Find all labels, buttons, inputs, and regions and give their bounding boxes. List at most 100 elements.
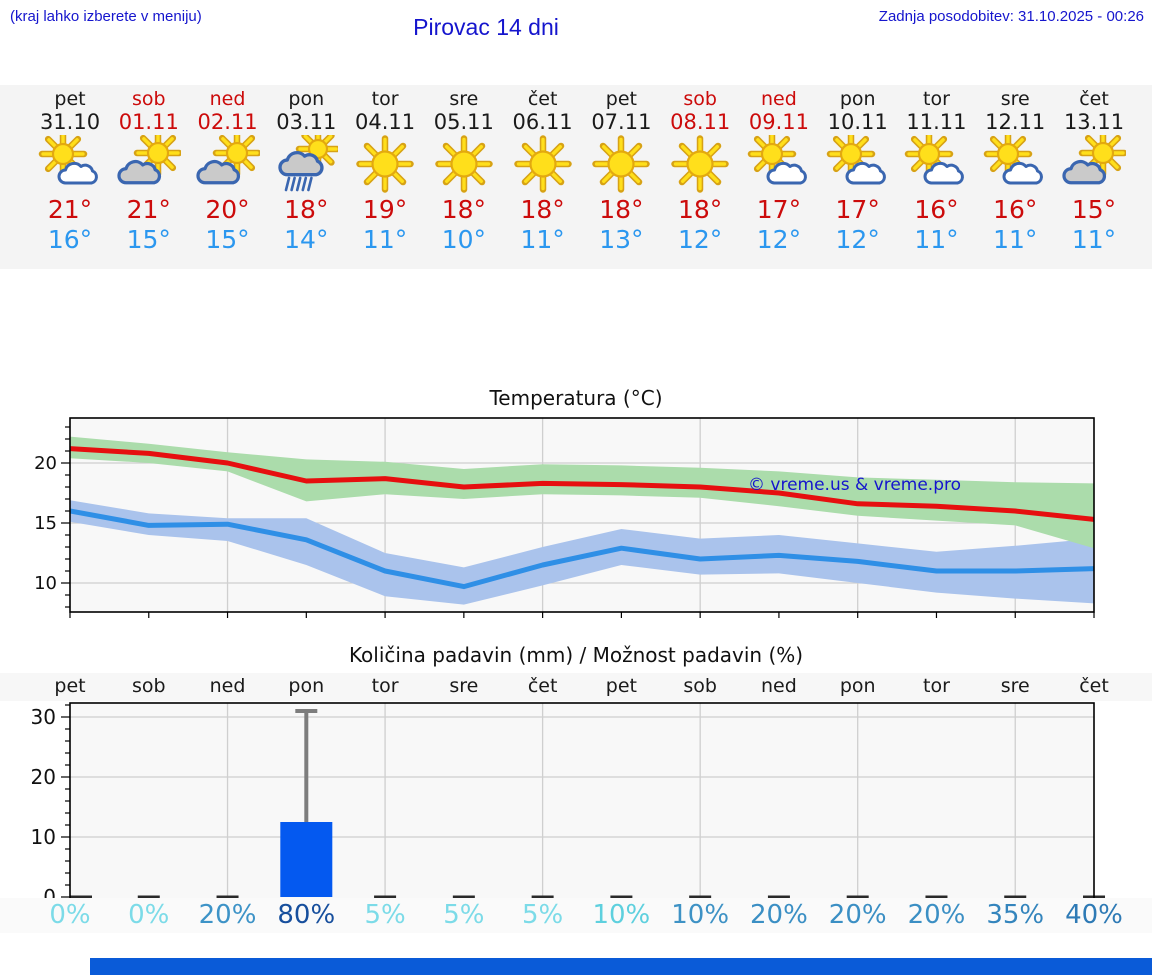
svg-text:20: 20 <box>34 453 57 474</box>
high-temperature: 20° <box>205 195 250 224</box>
high-temperature: 18° <box>678 195 723 224</box>
low-temperature: 11° <box>1071 225 1117 254</box>
day-date: 04.11 <box>355 110 416 134</box>
day-strip: pet 31.10 21° 16° sob 01.11 21° 15° ned 02.11 2… <box>0 85 1152 269</box>
day-date: 08.11 <box>670 110 731 134</box>
low-temperature: 11° <box>993 225 1038 254</box>
day-date: 03.11 <box>276 110 337 134</box>
high-temperature: 18° <box>441 195 486 224</box>
weather-icon <box>668 135 732 193</box>
day-column: čet 13.11 15° 11° <box>1052 85 1136 269</box>
high-temperature: 21° <box>47 195 93 224</box>
precip-probability: 5% <box>443 900 485 930</box>
low-temperature: 16° <box>47 225 93 254</box>
precip-probability: 20% <box>198 900 257 930</box>
precip-day-label: pon <box>288 675 325 697</box>
sun-cloud-rain-icon <box>278 135 339 192</box>
precip-day-label: sre <box>1000 675 1030 697</box>
day-column: ned 09.11 17° 12° <box>737 85 821 269</box>
low-temperature: 12° <box>678 225 723 254</box>
low-temperature: 12° <box>756 225 802 254</box>
precipitation-chart: 0 10 20 30 <box>0 698 1152 913</box>
day-name: sre <box>449 88 479 110</box>
precip-probability: 0% <box>128 900 170 930</box>
precip-probability: 5% <box>521 900 564 930</box>
weather-icon <box>117 135 181 193</box>
precip-day-label: pet <box>54 675 86 697</box>
weather-icon <box>1062 135 1126 193</box>
sun-cloud-white-icon <box>38 135 98 185</box>
weather-icon <box>274 135 339 193</box>
day-name: čet <box>527 88 558 110</box>
day-date: 31.10 <box>39 110 101 134</box>
temperature-chart-svg: 10 15 20 © vreme.us & vreme.pro <box>34 417 1095 618</box>
precip-probability: 20% <box>828 900 887 930</box>
precip-probability: 20% <box>907 900 966 930</box>
precip-day-label: ned <box>209 675 246 697</box>
sun-cloud-white-icon <box>905 135 965 185</box>
svg-text:10: 10 <box>31 825 56 849</box>
precip-probability: 10% <box>671 900 730 930</box>
sun-cloud-white-icon <box>747 135 807 185</box>
high-temperature: 17° <box>835 195 880 224</box>
precip-day-label: sre <box>449 675 479 697</box>
weather-icon <box>195 135 260 193</box>
high-temperature: 17° <box>756 195 802 224</box>
precip-probability: 0% <box>49 900 91 930</box>
high-temperature: 16° <box>914 195 959 224</box>
high-temperature: 18° <box>284 195 329 224</box>
day-date: 05.11 <box>433 110 494 134</box>
low-temperature: 11° <box>914 225 959 254</box>
weather-icon <box>983 135 1047 193</box>
precipitation-day-labels: pet sob ned pon tor sre čet pet sob ned pon tor sre č… <box>0 673 1152 701</box>
day-date: 01.11 <box>118 110 179 134</box>
precip-day-label: sob <box>131 675 166 697</box>
low-temperature: 11° <box>520 225 565 254</box>
weather-icon <box>38 135 102 193</box>
precipitation-probability-row: 0% 0% 20% 80% 5% 5% 5% 10% 10% 20% 20% 20% 35% 40% <box>0 898 1152 933</box>
precipitation-chart-title: Količina padavin (mm) / Možnost padavin … <box>348 643 804 667</box>
day-date: 09.11 <box>748 110 809 134</box>
day-name: tor <box>923 88 950 110</box>
day-date: 13.11 <box>1063 110 1125 134</box>
last-update: Zadnja posodobitev: 31.10.2025 - 00:26 <box>878 8 1144 25</box>
svg-text:10: 10 <box>34 573 57 594</box>
sun-icon <box>592 135 651 193</box>
sun-icon <box>513 135 572 193</box>
low-temperature: 14° <box>284 225 329 254</box>
day-column: tor 04.11 19° 11° <box>343 85 427 269</box>
day-date: 07.11 <box>591 110 652 134</box>
day-date: 02.11 <box>197 110 258 134</box>
weather-icon <box>432 135 496 193</box>
day-column: tor 11.11 16° 11° <box>894 85 978 269</box>
temperature-chart-title: Temperatura (°C) <box>489 386 663 410</box>
day-column: pet 31.10 21° 16° <box>28 85 112 269</box>
low-temperature: 11° <box>362 225 408 254</box>
day-column: sre 12.11 16° 11° <box>973 85 1057 269</box>
high-temperature: 19° <box>362 195 408 224</box>
day-name: ned <box>761 88 797 110</box>
sun-cloud-white-icon <box>983 135 1044 185</box>
svg-text:30: 30 <box>31 705 56 729</box>
day-name: pon <box>288 88 325 110</box>
high-temperature: 18° <box>520 195 565 224</box>
precip-probability: 10% <box>592 900 651 930</box>
precip-probability: 40% <box>1065 900 1123 930</box>
precip-probability: 35% <box>986 900 1045 930</box>
svg-text:20: 20 <box>31 765 56 789</box>
menu-hint: (kraj lahko izberete v meniju) <box>10 8 202 25</box>
sun-cloud-white-icon <box>826 135 886 185</box>
temperature-chart: 10 15 20 © vreme.us & vreme.pro <box>0 408 1152 620</box>
weather-icon <box>826 135 890 193</box>
day-column: ned 02.11 20° 15° <box>186 85 270 269</box>
precip-probability: 5% <box>364 900 406 930</box>
high-temperature: 16° <box>993 195 1038 224</box>
sun-icon <box>671 135 729 193</box>
day-column: pet 07.11 18° 13° <box>579 85 663 269</box>
day-name: pon <box>839 88 876 110</box>
day-name: pet <box>605 88 637 110</box>
day-column: sre 05.11 18° 10° <box>422 85 506 269</box>
precip-day-label: tor <box>371 675 399 697</box>
weather-icon <box>353 135 417 193</box>
